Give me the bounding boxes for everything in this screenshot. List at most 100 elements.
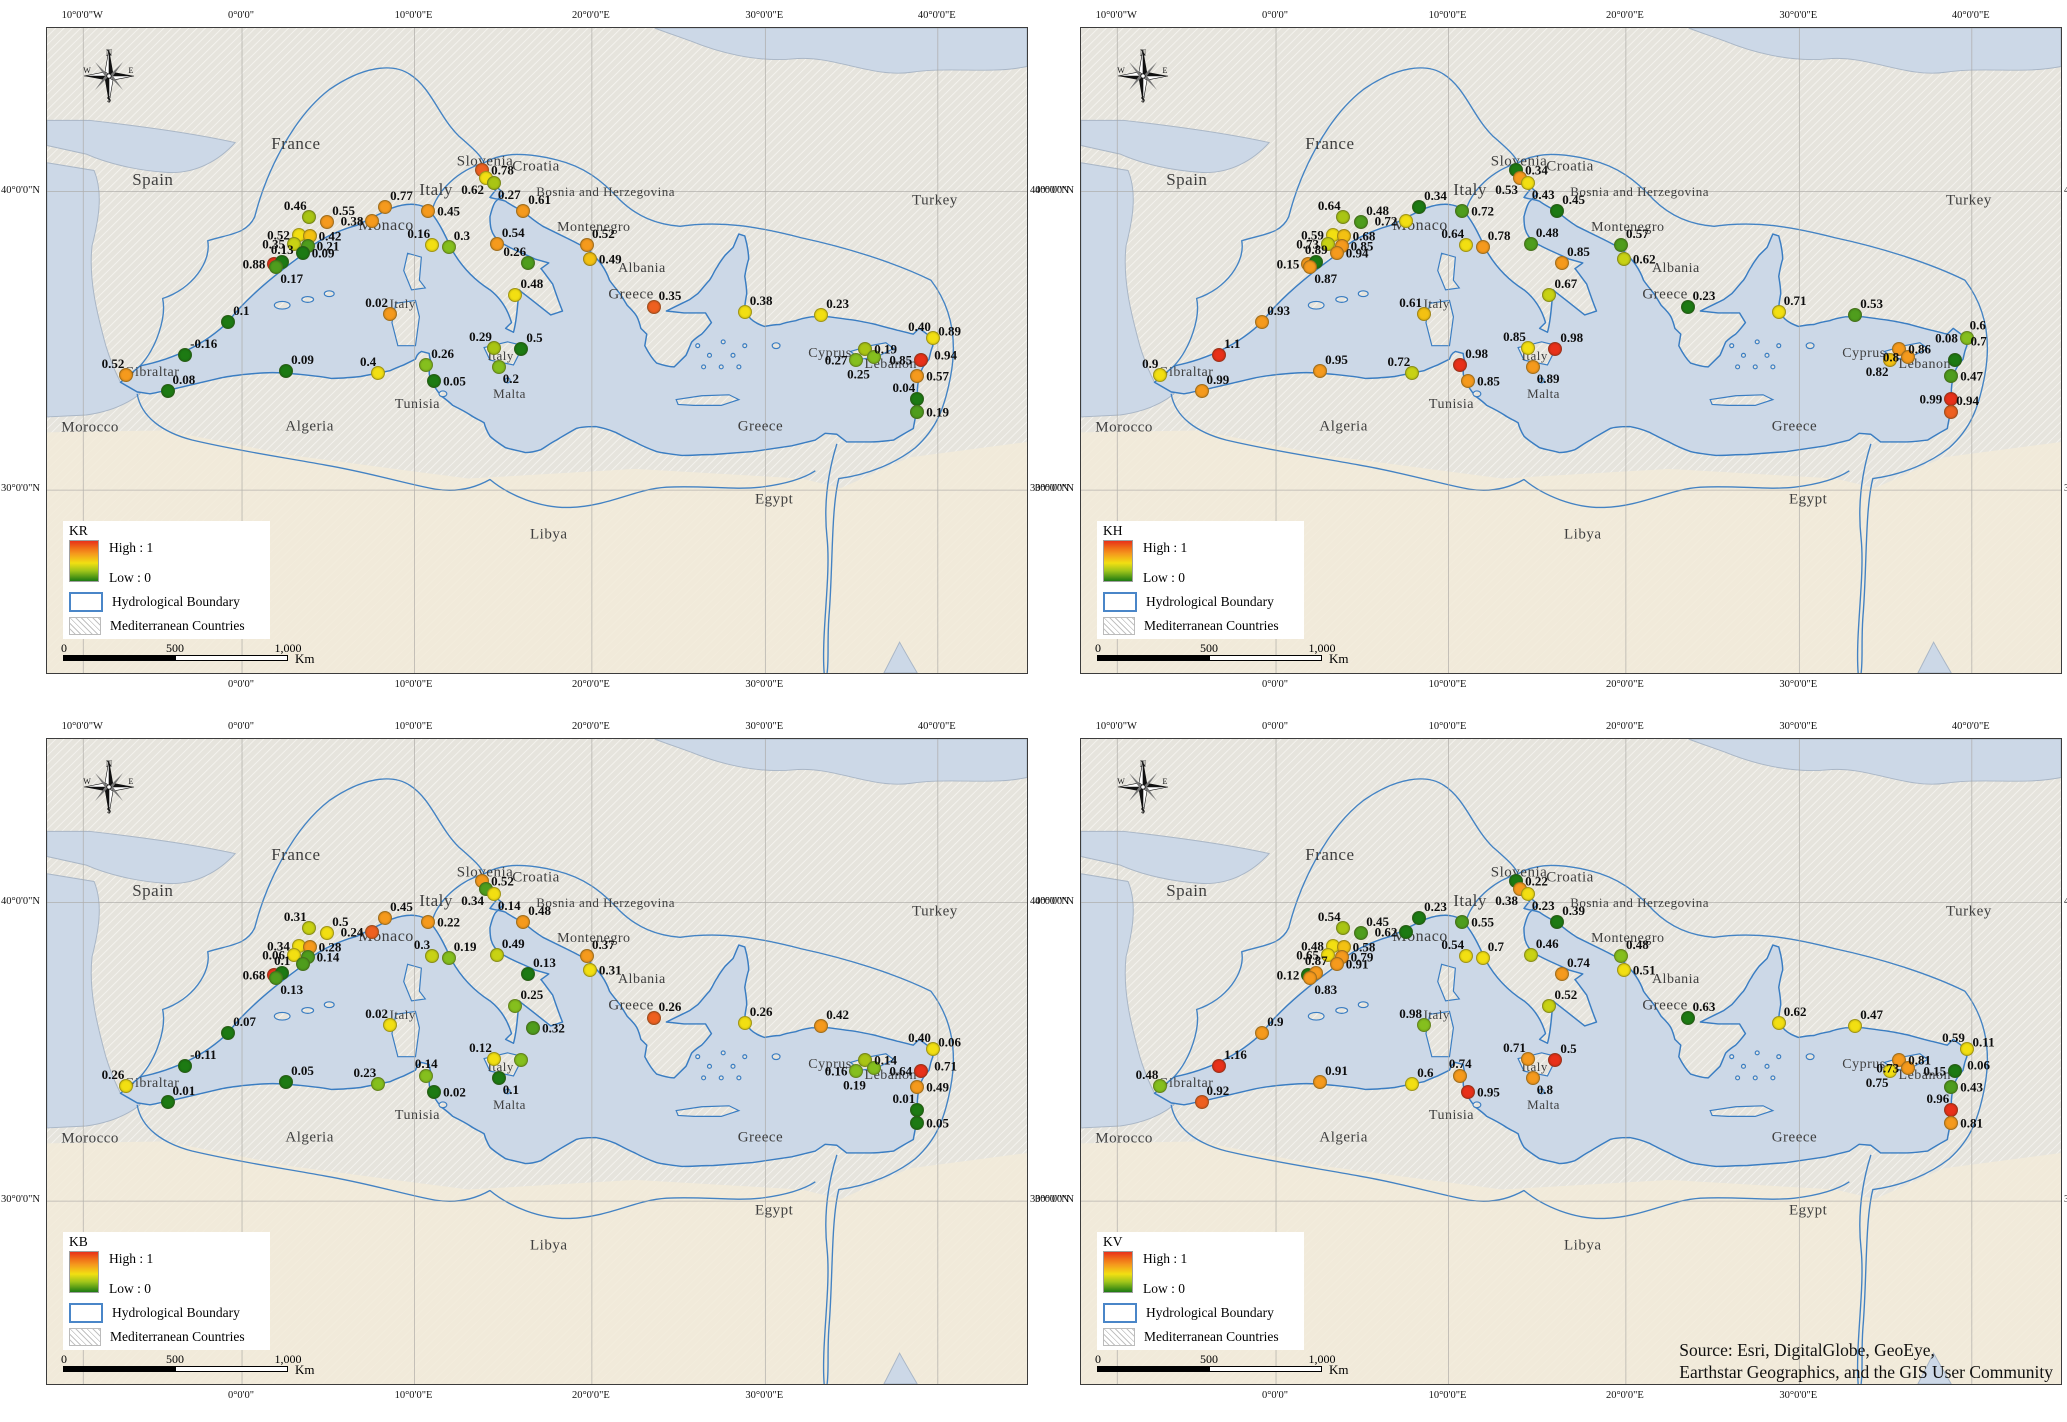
station-value-label: 0.58 bbox=[1352, 939, 1376, 955]
station-value-label: 0.81 bbox=[1960, 1115, 1983, 1131]
station-dot bbox=[295, 957, 310, 972]
station-value-label: 0.42 bbox=[318, 228, 342, 244]
country-label: Greece bbox=[1642, 286, 1688, 303]
legend-countries-swatch bbox=[69, 1328, 101, 1346]
station-value-label: 0.85 bbox=[1503, 328, 1526, 344]
country-label-layer: Spain France Italy Monaco Slovenia Croatia Bos… bbox=[1081, 739, 2061, 1384]
svg-text:E: E bbox=[1163, 777, 1168, 786]
svg-text:S: S bbox=[107, 95, 111, 104]
country-label: Morocco bbox=[1095, 419, 1153, 436]
station-value-label: 0.5 bbox=[526, 329, 543, 345]
map-legend: KH High : 1 Low : 0 Hydrological Boundar… bbox=[1097, 521, 1304, 639]
country-label: Morocco bbox=[61, 1130, 119, 1147]
station-value-label: 0.31 bbox=[598, 962, 622, 978]
country-label: France bbox=[1305, 133, 1355, 153]
station-dot bbox=[1455, 203, 1470, 218]
country-label: Algeria bbox=[285, 418, 334, 435]
country-label: Egypt bbox=[1788, 491, 1828, 508]
country-label: Greece bbox=[737, 418, 784, 435]
legend-color-ramp bbox=[1103, 1251, 1133, 1293]
country-label: Tunisia bbox=[1428, 1108, 1474, 1124]
country-label: Italy bbox=[1423, 1007, 1450, 1023]
country-label: Turkey bbox=[911, 192, 958, 209]
map-legend: KR High : 1 Low : 0 Hydrological Boundar… bbox=[63, 521, 270, 639]
station-dot bbox=[514, 1052, 529, 1067]
country-label: Greece bbox=[1771, 418, 1818, 435]
station-value-label: 0.64 bbox=[1441, 225, 1465, 241]
country-label: Egypt bbox=[754, 491, 794, 508]
country-label: Spain bbox=[132, 170, 174, 190]
country-label-layer: Spain France Italy Monaco Slovenia Croatia Bos… bbox=[47, 28, 1027, 673]
axis-bottom-label: 30°0'0"E bbox=[745, 1390, 784, 1401]
country-label: Croatia bbox=[1546, 158, 1594, 175]
station-dot bbox=[508, 998, 523, 1013]
station-value-label: 0.94 bbox=[934, 347, 958, 363]
axis-top-label: 40°0'0"E bbox=[917, 10, 956, 21]
station-value-label: 0.22 bbox=[437, 914, 460, 930]
station-dot bbox=[867, 350, 882, 365]
station-value-label: 0.65 bbox=[1296, 947, 1319, 963]
station-value-label: 0.05 bbox=[926, 1115, 949, 1131]
map-panel-KB: 10°0'0"W 0°0'0" 10°0'0"E 20°0'0"E 30°0'0"E 40… bbox=[0, 711, 1069, 1422]
station-dot bbox=[1417, 1017, 1431, 1032]
axis-right-label: 30°0'0"N bbox=[1030, 483, 1069, 495]
station-dot bbox=[582, 963, 597, 978]
axis-right-label: 30°0'0"N bbox=[2064, 483, 2067, 495]
station-dot bbox=[646, 300, 661, 315]
station-value-label: 0.26 bbox=[101, 1066, 125, 1082]
country-label: Greece bbox=[608, 286, 654, 303]
country-label: Italy bbox=[389, 1007, 416, 1023]
country-label: Malta bbox=[493, 1096, 526, 1112]
station-value-label: 0.72 bbox=[1374, 213, 1398, 229]
axis-left-label: 30°0'0"N bbox=[1035, 483, 1074, 495]
station-value-label: 0.16 bbox=[824, 1063, 848, 1079]
axis-top-label: 30°0'0"E bbox=[1779, 10, 1818, 21]
scale-unit: Km bbox=[1329, 1362, 1349, 1377]
station-value-label: 0.98 bbox=[1465, 345, 1488, 361]
country-label: Italy bbox=[1453, 179, 1487, 199]
station-value-label: 0.4 bbox=[359, 353, 377, 369]
station-value-label: 0.11 bbox=[1972, 1034, 1995, 1050]
axis-left-label: 40°0'0"N bbox=[1035, 895, 1074, 907]
map-area: N W E S Spain France Italy Monaco Slovenia Cr… bbox=[1080, 738, 2062, 1385]
station-value-label: 0.39 bbox=[1562, 902, 1586, 918]
station-value-label: 0.54 bbox=[501, 224, 525, 240]
station-value-label: 0.01 bbox=[892, 1090, 916, 1106]
scale-zero: 0 bbox=[61, 641, 67, 655]
station-value-label: 0.19 bbox=[874, 341, 898, 357]
station-dot bbox=[1680, 1011, 1695, 1026]
station-dot bbox=[1550, 203, 1565, 218]
station-value-label: 0.62 bbox=[461, 182, 485, 198]
station-value-label: 0.1 bbox=[502, 1081, 520, 1097]
station-dot bbox=[160, 1094, 175, 1109]
country-label-layer: Spain France Italy Monaco Slovenia Croatia Bos… bbox=[1081, 28, 2061, 673]
station-dot bbox=[910, 405, 925, 420]
country-label: Slovenia bbox=[1490, 153, 1548, 170]
station-value-label: 0.48 bbox=[1625, 936, 1649, 952]
country-label: Cyprus bbox=[808, 1057, 852, 1073]
country-label: Tunisia bbox=[1428, 397, 1474, 413]
axis-bottom-label: 20°0'0"E bbox=[571, 679, 610, 690]
station-dot bbox=[1453, 357, 1468, 372]
station-value-label: 0.91 bbox=[1345, 956, 1369, 972]
legend-countries-label: Mediterranean Countries bbox=[110, 1329, 245, 1344]
station-value-label: 0.19 bbox=[843, 1077, 866, 1093]
axis-top-label: 10°0'0"W bbox=[1095, 721, 1137, 732]
scale-end: 1,000 bbox=[274, 641, 302, 655]
station-value-label: 0.73 bbox=[1296, 236, 1319, 252]
station-dot bbox=[320, 926, 335, 941]
station-dot bbox=[491, 1070, 506, 1085]
axis-left-label: 40°0'0"N bbox=[1, 184, 40, 196]
station-dot bbox=[1944, 1116, 1959, 1131]
legend-title: KV bbox=[1103, 1234, 1123, 1249]
station-value-label: 0.09 bbox=[291, 351, 314, 367]
country-label: Malta bbox=[1527, 385, 1560, 401]
legend-countries-label: Mediterranean Countries bbox=[1144, 1329, 1279, 1344]
axis-right-label: 40°0'0"N bbox=[1030, 184, 1069, 196]
station-value-label: 0.51 bbox=[1632, 962, 1656, 978]
station-dot bbox=[371, 1076, 386, 1091]
svg-text:W: W bbox=[1117, 777, 1125, 786]
station-point-layer: 0.46 0.55 0.52 0.42 0.35 0.21 0.09 0.88 0.13 0.17… bbox=[47, 28, 1027, 673]
svg-text:S: S bbox=[1141, 806, 1145, 815]
station-dot bbox=[1548, 1052, 1563, 1067]
